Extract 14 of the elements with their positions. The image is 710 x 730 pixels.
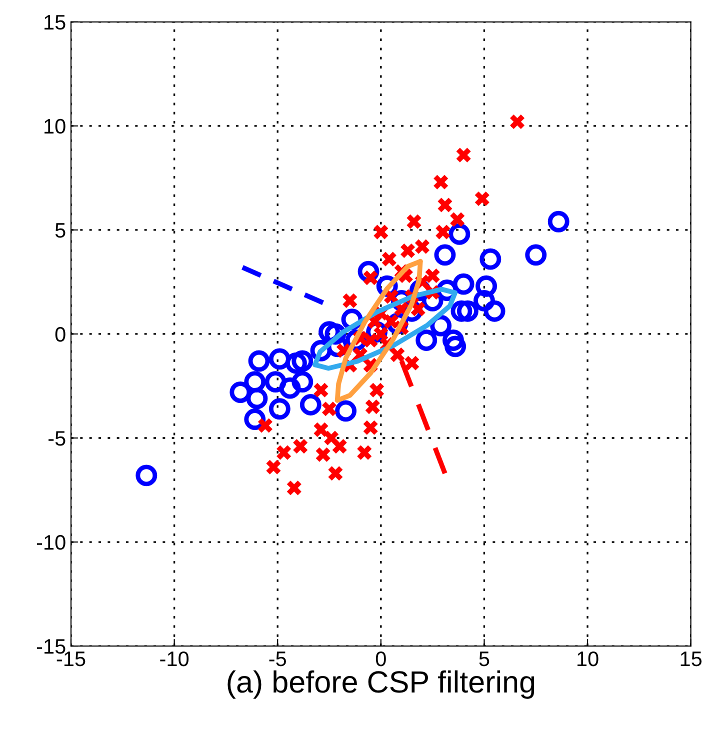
y-tick-label: -15 [36, 639, 66, 654]
y-tick-label: -5 [48, 431, 66, 446]
y-tick-label: -10 [36, 535, 66, 550]
y-tick-label: 5 [55, 223, 66, 238]
x-tick-label: -10 [160, 651, 189, 666]
x-tick-label: 15 [680, 652, 702, 666]
y-tick-label: 0 [55, 326, 66, 342]
x-tick-label: 5 [479, 652, 490, 666]
y-tick-label: 15 [44, 15, 66, 30]
x-tick-label: 10 [578, 651, 598, 666]
x-axis-title: (a) before CSP filtering [228, 670, 534, 699]
x-tick-label: -5 [269, 652, 286, 666]
x-tick-label: 0 [376, 651, 386, 666]
y-tick-label: 10 [44, 118, 66, 134]
